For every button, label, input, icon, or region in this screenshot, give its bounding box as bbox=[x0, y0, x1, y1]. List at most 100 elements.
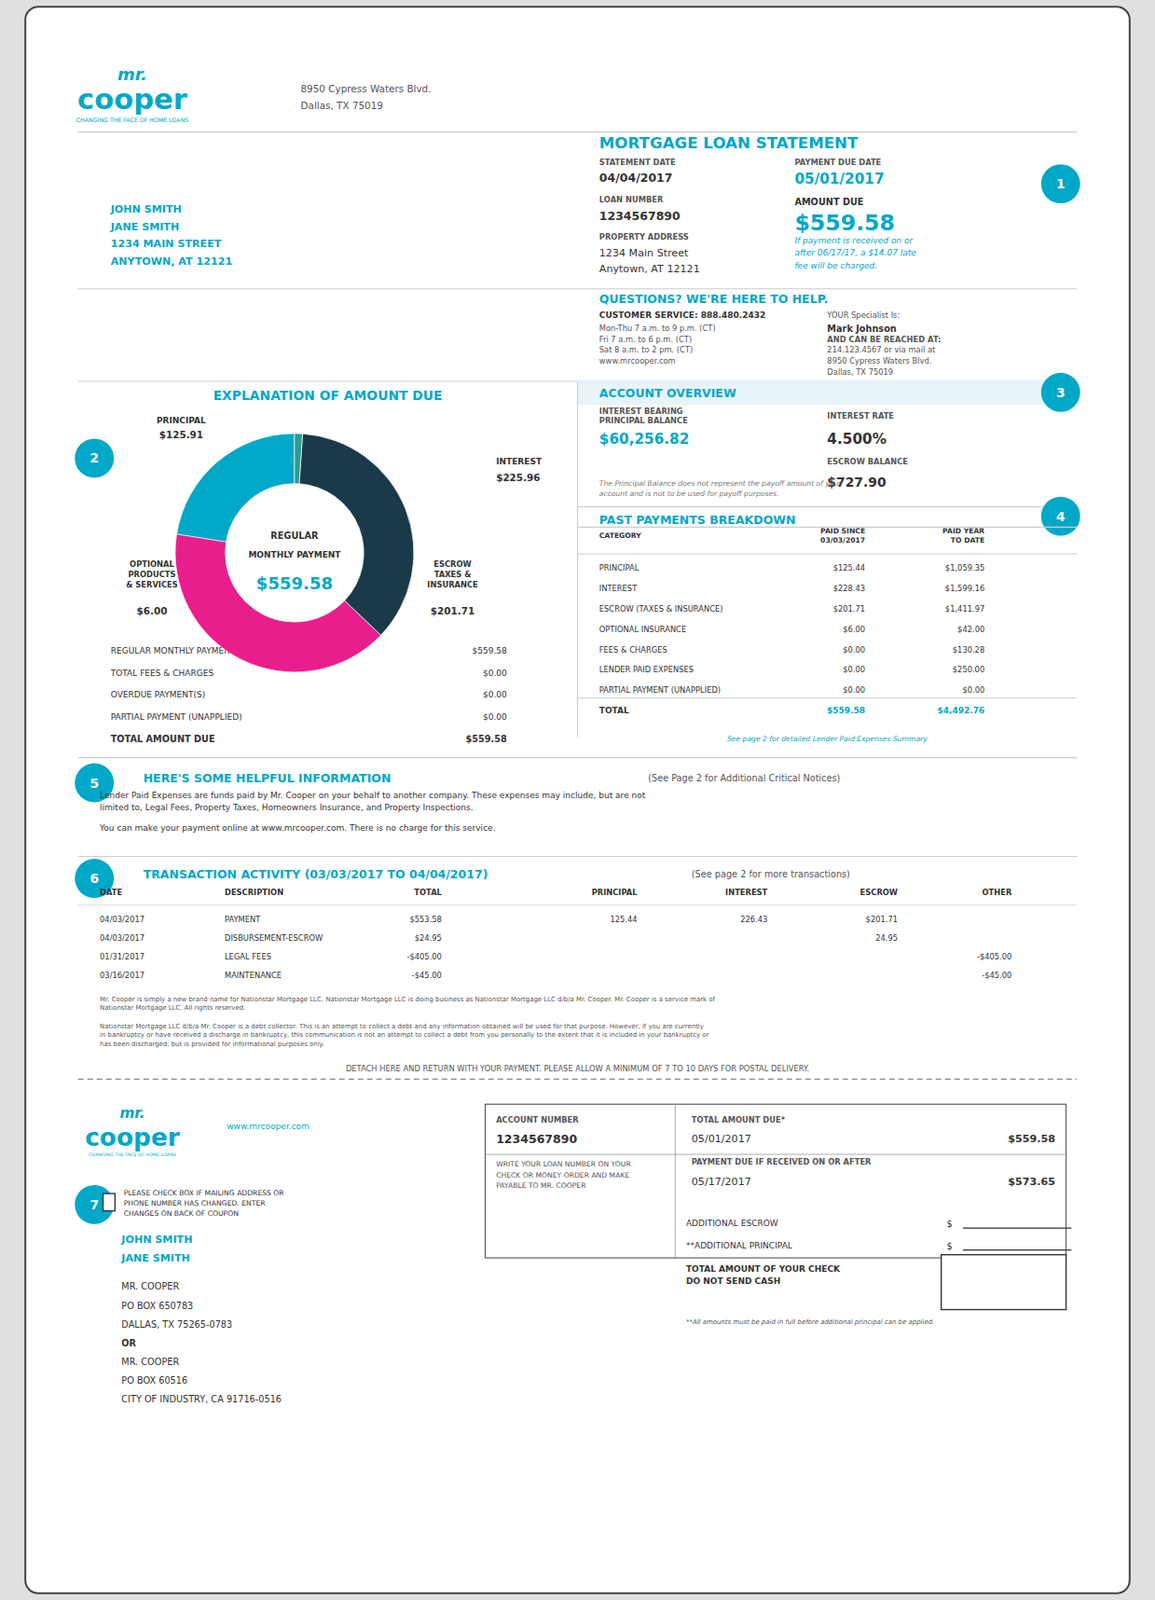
table-cell: -$405.00 bbox=[406, 951, 441, 962]
text: 05/01/2017 bbox=[794, 170, 884, 188]
text-line: ADDITIONAL ESCROW bbox=[686, 1218, 779, 1228]
section-badge bbox=[1041, 372, 1081, 413]
text-line: 04/03/2017 bbox=[99, 914, 145, 924]
text-line: account and is not to be used for payoff… bbox=[599, 488, 780, 497]
text-line: Nationstar Mortgage LLC d/b/a Mr. Cooper… bbox=[99, 1022, 704, 1031]
summary-label: TOTAL FEES & CHARGES bbox=[110, 668, 215, 678]
rule bbox=[962, 1227, 1072, 1229]
summary-value: $0.00 bbox=[482, 689, 508, 700]
text-line: REGULAR bbox=[270, 529, 319, 540]
rule bbox=[78, 1078, 1077, 1080]
text-line: $0.00 bbox=[482, 689, 508, 700]
table-cell: INTEREST bbox=[599, 583, 638, 593]
table-cell: $24.95 bbox=[414, 933, 442, 943]
text-line: $1,411.97 bbox=[945, 604, 985, 614]
statement: mr.cooperCHANGING THE FACE OF HOME LOANS… bbox=[0, 0, 1155, 1600]
text-line: STATEMENT DATE bbox=[599, 157, 676, 167]
text-line: OVERDUE PAYMENT(S) bbox=[110, 689, 207, 700]
table-cell: LEGAL FEES bbox=[224, 951, 272, 962]
text-line: WRITE YOUR LOAN NUMBER ON YOUR bbox=[495, 1159, 632, 1169]
text-line: $125.91 bbox=[159, 428, 204, 440]
text-line: TOTAL AMOUNT OF YOUR CHECK bbox=[686, 1264, 841, 1274]
text-line: $201.71 bbox=[833, 604, 866, 614]
text-line: CHECK OR MONEY ORDER AND MAKE bbox=[495, 1169, 630, 1179]
text-line: PROPERTY ADDRESS bbox=[599, 232, 689, 242]
chart-title: EXPLANATION OF AMOUNT DUE bbox=[213, 387, 443, 403]
text-line: $559.58 bbox=[826, 705, 866, 715]
text-line: PLEASE CHECK BOX IF MAILING ADDRESS OR bbox=[123, 1188, 286, 1197]
text-line: after 06/17/17, a $14.07 late bbox=[794, 247, 917, 258]
text: 1234567890 bbox=[495, 1131, 578, 1146]
text-line: PAYABLE TO MR. COOPER bbox=[495, 1181, 587, 1190]
text-line: INTEREST BEARING bbox=[599, 406, 684, 416]
text: www.mrcooper.com bbox=[226, 1121, 310, 1131]
center-label: REGULAR bbox=[270, 529, 319, 540]
text-line: **All amounts must be paid in full befor… bbox=[686, 1318, 935, 1326]
text-line: The Principal Balance does not represent… bbox=[599, 478, 843, 487]
text-line: $125.44 bbox=[833, 563, 866, 573]
table-cell: ESCROW (TAXES & INSURANCE) bbox=[599, 604, 724, 614]
section-number: 3 bbox=[1056, 385, 1066, 400]
text-line: has been discharged, but is provided for… bbox=[99, 1040, 325, 1048]
section-title: TRANSACTION ACTIVITY (03/03/2017 TO 04/0… bbox=[143, 866, 489, 881]
text-line: ESCROW bbox=[860, 887, 898, 897]
slice-label: OPTIONALPRODUCTS& SERVICES bbox=[125, 559, 179, 590]
text-line: $6.00 bbox=[842, 624, 866, 634]
text-line: DO NOT SEND CASH bbox=[686, 1276, 781, 1286]
text-line: TOTAL AMOUNT DUE bbox=[110, 733, 216, 744]
text: 1234 MAIN STREET bbox=[110, 237, 222, 250]
text: (See page 2 for more transactions) bbox=[691, 868, 851, 880]
text-line: 04/03/2017 bbox=[99, 933, 145, 943]
rule bbox=[78, 855, 1077, 857]
text-line: (See Page 2 for Additional Critical Noti… bbox=[647, 772, 840, 784]
text-line: 3 bbox=[1056, 385, 1066, 400]
text-line: $6.00 bbox=[136, 605, 167, 617]
table-cell: $553.58 bbox=[409, 914, 441, 924]
text-line: mr. bbox=[119, 1104, 145, 1122]
data-label: $201.71 bbox=[430, 605, 475, 617]
text-line: PRINCIPAL bbox=[156, 415, 207, 426]
text: JANE SMITH bbox=[120, 1251, 191, 1265]
text-line: $ bbox=[946, 1239, 952, 1251]
text: Fri 7 a.m. to 6 p.m. (CT) bbox=[599, 334, 692, 344]
text-line: INTEREST bbox=[599, 583, 638, 593]
mailing-address: CITY OF INDUSTRY, CA 91716-0516 bbox=[121, 1393, 282, 1404]
slice bbox=[294, 433, 303, 484]
text: ADDITIONAL ESCROW bbox=[686, 1218, 779, 1228]
text-line: ANYTOWN, AT 12121 bbox=[110, 254, 233, 267]
text-line: 226.43 bbox=[740, 914, 768, 924]
text-line: TAXES & bbox=[434, 569, 472, 579]
text-line: DALLAS, TX 75265-0783 bbox=[121, 1318, 233, 1329]
text-line: CHANGES ON BACK OF COUPON bbox=[123, 1208, 239, 1217]
text-line: in bankruptcy or have received a dischar… bbox=[99, 1031, 709, 1039]
table-cell: DISBURSEMENT-ESCROW bbox=[224, 933, 323, 943]
table-cell: $130.28 bbox=[952, 645, 985, 655]
table-cell: $42.00 bbox=[957, 624, 985, 634]
summary-label: REGULAR MONTHLY PAYMENT bbox=[110, 646, 236, 656]
section-title: PAST PAYMENTS BREAKDOWN bbox=[599, 511, 797, 526]
section-badge bbox=[1041, 496, 1081, 537]
text-line: 7 bbox=[89, 1196, 99, 1212]
text: $573.65 bbox=[1007, 1174, 1056, 1187]
text: $559.58 bbox=[1007, 1132, 1056, 1145]
text-line: $573.65 bbox=[1007, 1174, 1056, 1187]
text: 8950 Cypress Waters Blvd. bbox=[826, 356, 932, 366]
table-cell: 24.95 bbox=[875, 933, 898, 943]
section-band bbox=[577, 379, 1073, 405]
text-line: 8950 Cypress Waters Blvd. bbox=[301, 82, 432, 95]
table-cell: $559.58 bbox=[826, 705, 866, 715]
summary-label: OVERDUE PAYMENT(S) bbox=[110, 689, 207, 700]
section-badge bbox=[74, 438, 114, 478]
rule bbox=[962, 1249, 1072, 1251]
text: See page 2 for detailed Lender Paid Expe… bbox=[727, 734, 928, 743]
text: LOAN NUMBER bbox=[599, 194, 664, 205]
rule bbox=[577, 697, 1078, 699]
text-line: 1234567890 bbox=[495, 1131, 578, 1146]
text-line: CATEGORY bbox=[599, 530, 643, 539]
text-line: -$45.00 bbox=[981, 970, 1012, 980]
text: AMOUNT DUE bbox=[794, 195, 864, 207]
rule bbox=[577, 552, 1078, 554]
rule bbox=[78, 288, 1077, 289]
text-line: FEES & CHARGES bbox=[599, 645, 668, 655]
text-line: 5 bbox=[89, 775, 99, 791]
